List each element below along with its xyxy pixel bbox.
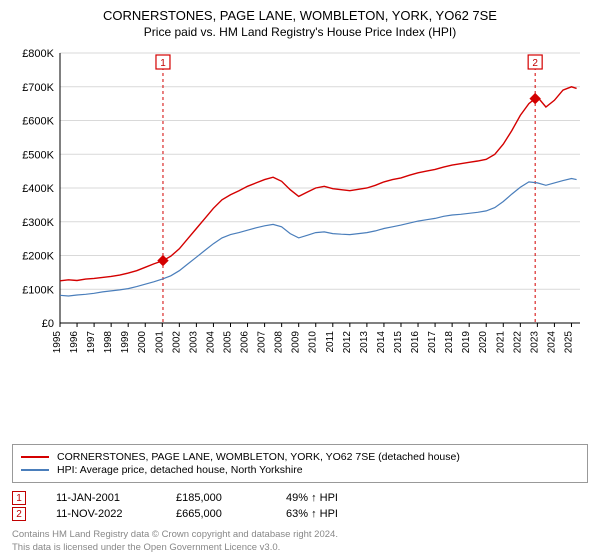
x-tick-label: 2014	[376, 331, 387, 354]
event-row: 2 11-NOV-2022£665,00063% ↑ HPI	[12, 507, 588, 521]
x-tick-label: 2017	[427, 331, 438, 354]
x-tick-label: 1999	[120, 331, 131, 354]
x-tick-label: 2018	[444, 331, 455, 354]
event-vs-hpi: 63% ↑ HPI	[286, 508, 396, 520]
chart-svg: £0 £100K £200K £300K £400K £500K £600K £700K £80…	[12, 45, 588, 365]
y-tick-label: £700K	[22, 82, 54, 94]
x-tick-label: 1997	[86, 331, 97, 354]
event-marker-number: 1	[160, 58, 166, 69]
plot-area: £0 £100K £200K £300K £400K £500K £600K £700K £80…	[12, 45, 588, 440]
legend-row: HPI: Average price, detached house, Nort…	[21, 464, 579, 476]
x-tick-label: 2023	[529, 331, 540, 354]
footer-line-1: Contains HM Land Registry data © Crown c…	[12, 529, 588, 541]
x-tick-label: 2001	[154, 331, 165, 354]
x-tick-label: 2019	[461, 331, 472, 354]
x-tick-label: 2022	[512, 331, 523, 354]
y-tick-label: £300K	[22, 217, 54, 229]
y-tick-label: £600K	[22, 116, 54, 128]
x-tick-label: 2008	[274, 331, 285, 354]
x-tick-label: 1995	[52, 331, 63, 354]
x-tick-label: 2025	[563, 331, 574, 354]
y-tick-label: £500K	[22, 149, 54, 161]
event-price: £665,000	[176, 508, 286, 520]
x-tick-label: 2009	[291, 331, 302, 354]
chart-container: CORNERSTONES, PAGE LANE, WOMBLETON, YORK…	[0, 0, 600, 560]
legend-swatch	[21, 456, 49, 458]
x-tick-label: 2015	[393, 331, 404, 354]
chart-subtitle: Price paid vs. HM Land Registry's House …	[12, 25, 588, 39]
y-tick-label: £400K	[22, 183, 54, 195]
event-date: 11-NOV-2022	[56, 508, 176, 520]
legend-label: CORNERSTONES, PAGE LANE, WOMBLETON, YORK…	[57, 451, 460, 463]
event-table: 1 11-JAN-2001£185,00049% ↑ HPI 2 11-NOV-202…	[12, 489, 588, 523]
legend-swatch	[21, 469, 49, 471]
x-tick-label: 2020	[478, 331, 489, 354]
x-tick-label: 1996	[69, 331, 80, 354]
legend-row: CORNERSTONES, PAGE LANE, WOMBLETON, YORK…	[21, 451, 579, 463]
event-date: 11-JAN-2001	[56, 492, 176, 504]
x-tick-label: 2010	[308, 331, 319, 354]
y-tick-label: £800K	[22, 48, 54, 60]
x-tick-label: 2000	[137, 331, 148, 354]
x-tick-label: 2016	[410, 331, 421, 354]
x-tick-label: 2013	[359, 331, 370, 354]
title-block: CORNERSTONES, PAGE LANE, WOMBLETON, YORK…	[12, 8, 588, 39]
x-tick-label: 2006	[240, 331, 251, 354]
x-tick-label: 2003	[188, 331, 199, 354]
event-marker-number: 2	[532, 58, 538, 69]
series-property-line	[60, 87, 577, 281]
event-vs-hpi: 49% ↑ HPI	[286, 492, 396, 504]
event-diamond-icon	[158, 256, 168, 266]
event-row-marker: 1	[12, 491, 26, 505]
event-row-marker: 2	[12, 507, 26, 521]
x-tick-label: 2021	[495, 331, 506, 354]
y-tick-label: £0	[42, 318, 54, 330]
x-tick-label: 2002	[171, 331, 182, 354]
footer: Contains HM Land Registry data © Crown c…	[12, 529, 588, 554]
y-tick-label: £100K	[22, 284, 54, 296]
event-row: 1 11-JAN-2001£185,00049% ↑ HPI	[12, 491, 588, 505]
y-tick-label: £200K	[22, 251, 54, 263]
legend: CORNERSTONES, PAGE LANE, WOMBLETON, YORK…	[12, 444, 588, 483]
series-hpi-line	[60, 179, 577, 297]
x-tick-label: 2004	[205, 331, 216, 354]
chart-title: CORNERSTONES, PAGE LANE, WOMBLETON, YORK…	[12, 8, 588, 23]
x-tick-label: 2007	[257, 331, 268, 354]
x-tick-label: 2012	[342, 331, 353, 354]
event-price: £185,000	[176, 492, 286, 504]
x-tick-label: 1998	[103, 331, 114, 354]
x-tick-label: 2005	[222, 331, 233, 354]
x-tick-label: 2011	[325, 331, 336, 353]
footer-line-2: This data is licensed under the Open Gov…	[12, 542, 588, 554]
x-tick-label: 2024	[546, 331, 557, 354]
legend-label: HPI: Average price, detached house, Nort…	[57, 464, 303, 476]
